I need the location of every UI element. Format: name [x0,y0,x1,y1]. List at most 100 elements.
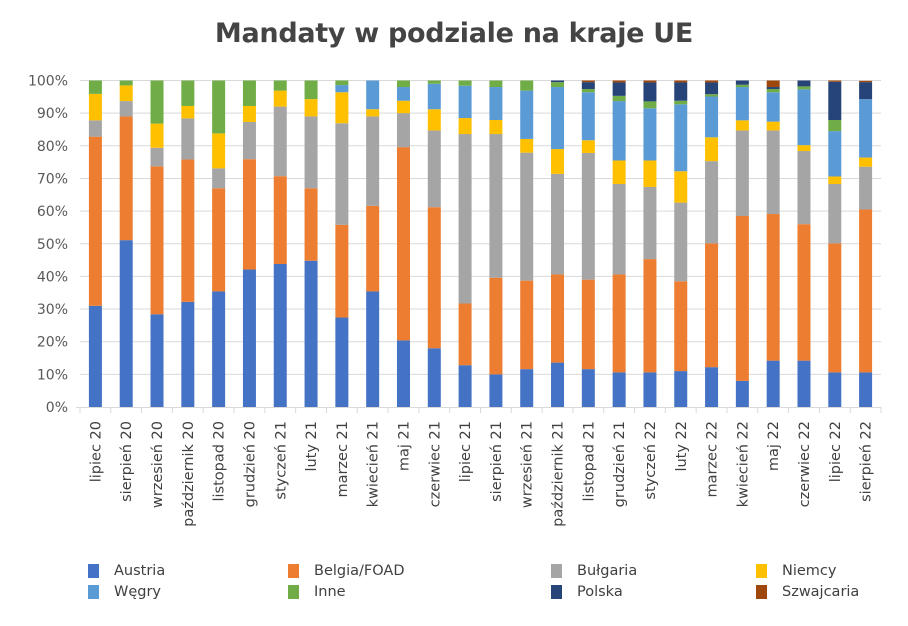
x-tick-label: kwiecień 22 [735,421,751,507]
bar-segment-belgia-foad [766,214,780,361]
bar-segment-bułgaria [119,101,133,117]
bar-stack [427,80,441,407]
bar-segment-austria [828,372,842,407]
x-tick-label: maj 22 [766,421,782,471]
x-tick-label: kwiecień 21 [366,421,382,507]
bar-segment-węgry [766,92,780,122]
bar-segment-belgia-foad [273,176,287,264]
bar-segment-polska [766,87,780,89]
x-tick-label: marzec 21 [335,421,351,498]
y-tick-label: 100% [28,74,68,90]
bar-segment-niemcy [396,100,410,114]
bar-segment-belgia-foad [520,280,534,370]
x-tick-label: lipiec 21 [458,421,474,482]
y-tick-label: 0% [46,400,68,416]
bar-segment-inne [612,95,626,102]
bar-segment-inne [797,86,811,90]
bar-segment-austria [489,374,503,407]
bar-segment-szwajcaria [643,80,657,83]
legend-label: Polska [577,584,623,600]
legend-swatch [288,585,299,599]
y-tick-label: 40% [37,269,68,285]
bar-segment-bułgaria [520,152,534,281]
x-tick-label: luty 21 [304,421,320,472]
bar-segment-austria [458,365,472,407]
bar-segment-niemcy [150,123,164,148]
x-axis: lipiec 20 sierpień 20 wrzesień 20 październ… [76,407,882,527]
bar-segment-bułgaria [458,134,472,304]
bar-segment-polska [643,82,657,102]
bar-segment-węgry [735,87,749,121]
bar-segment-bułgaria [766,130,780,215]
y-tick-label: 10% [37,367,68,383]
legend-label: Austria [114,563,166,579]
bar-segment-austria [212,291,226,407]
bar-segment-niemcy [304,99,318,117]
bar-segment-belgia-foad [489,277,503,375]
bar-segment-inne [520,80,534,91]
y-tick-label: 60% [37,204,68,220]
legend: Austria Belgia/FOAD Bułgaria Niemcy Węgry Inn… [88,563,888,613]
bar-segment-belgia-foad [304,188,318,261]
bar-stack [581,80,595,407]
y-tick-label: 90% [37,106,68,122]
x-tick-label: czerwiec 22 [797,421,813,507]
y-tick-label: 30% [37,302,68,318]
bar-segment-niemcy [458,118,472,135]
bar-segment-austria [735,380,749,407]
bar-segment-węgry [643,108,657,161]
bar-segment-austria [396,340,410,407]
y-tick-label: 80% [37,139,68,155]
bar-stack [150,80,164,407]
bar-stack [304,80,318,407]
bar-segment-bułgaria [242,121,256,160]
bar-stack [212,80,226,407]
x-tick-label: grudzień 20 [242,421,258,507]
bar-segment-niemcy [828,176,842,185]
bar-segment-niemcy [242,105,256,122]
bar-segment-belgia-foad [366,205,380,292]
bar-stack [828,80,842,407]
bar-stack [119,80,133,407]
chart-title: Mandaty w podziale na kraje UE [214,18,694,49]
bar-stack [366,80,380,407]
bar-segment-niemcy [797,145,811,152]
bar-segment-belgia-foad [242,159,256,270]
bar-segment-belgia-foad [150,166,164,315]
bar-segment-austria [859,372,873,407]
bar-stack [766,80,780,407]
bar-segment-szwajcaria [766,80,780,88]
bar-stack [674,80,688,407]
bar-segment-niemcy [335,92,349,124]
bar-segment-niemcy [551,149,565,174]
stacked-bar-chart: 0% 10% 20% 30% 40% 50% 60% 70% 80% 90% 100% lipiec… [28,74,882,527]
bar-segment-austria [581,369,595,407]
x-tick-label: styczeń 21 [273,421,289,500]
legend-label: Węgry [114,584,162,600]
bar-segment-inne [705,94,719,97]
bar-segment-bułgaria [335,123,349,225]
bar-segment-belgia-foad [551,274,565,363]
bar-segment-szwajcaria [612,80,626,83]
bar-segment-polska [828,81,842,121]
bar-segment-belgia-foad [705,243,719,368]
bar-segment-niemcy [612,160,626,185]
bar-segment-niemcy [181,105,195,119]
bar-segment-bułgaria [612,184,626,275]
bar-segment-austria [674,371,688,407]
x-tick-label: sierpień 22 [859,421,875,502]
bar-segment-inne [458,80,472,86]
bar-segment-belgia-foad [581,279,595,370]
bar-segment-belgia-foad [212,188,226,292]
bar-segment-bułgaria [304,116,318,189]
bar-segment-polska [551,80,565,83]
legend-item: Inne [288,584,346,600]
bar-segment-belgia-foad [427,207,441,349]
bar-stack [88,80,102,407]
bar-segment-polska [705,82,719,95]
bar-segment-inne [581,88,595,93]
bar-segment-belgia-foad [88,136,102,306]
bar-segment-inne [427,80,441,84]
bar-segment-bułgaria [88,120,102,137]
bar-segment-niemcy [735,120,749,131]
